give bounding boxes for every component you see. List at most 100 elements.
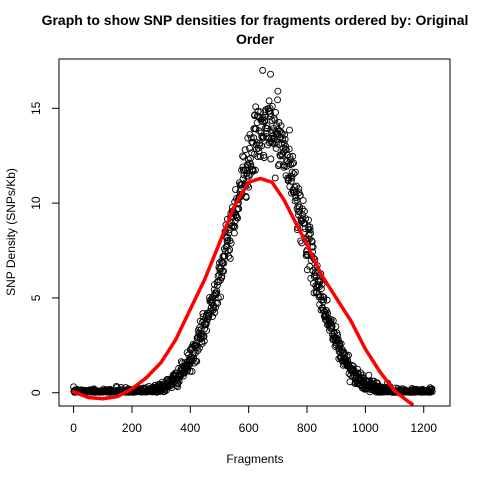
x-tick-label: 1200 — [410, 421, 437, 435]
data-point — [290, 159, 298, 167]
y-tick-label: 10 — [29, 196, 43, 210]
data-point — [281, 131, 288, 139]
data-point — [211, 309, 219, 316]
data-point — [263, 122, 271, 130]
fit-line — [71, 176, 414, 406]
data-point — [249, 166, 256, 174]
chart-title-line-2: Order — [236, 31, 275, 47]
data-point — [323, 296, 331, 304]
data-point — [261, 113, 269, 121]
data-point — [277, 122, 285, 130]
data-point — [267, 155, 275, 163]
data-point — [274, 96, 281, 104]
data-point — [200, 337, 208, 345]
data-point — [203, 327, 211, 334]
data-point — [271, 174, 279, 182]
data-point — [224, 247, 232, 255]
y-axis-label: SNP Density (SNPs/Kb) — [4, 168, 18, 296]
data-point — [266, 113, 274, 121]
fit-line-layer — [71, 176, 414, 406]
data-point — [306, 226, 314, 234]
data-point — [200, 332, 208, 340]
data-point — [220, 267, 228, 275]
data-point — [256, 153, 264, 161]
data-point — [174, 383, 182, 391]
data-point — [300, 207, 308, 215]
data-point — [289, 152, 297, 160]
data-point — [253, 145, 260, 153]
data-point — [329, 317, 337, 325]
data-point — [267, 109, 274, 117]
data-point — [267, 70, 274, 78]
data-point — [281, 145, 289, 153]
data-point — [213, 281, 221, 289]
data-point — [317, 285, 325, 293]
data-point — [279, 152, 287, 160]
data-point — [265, 97, 273, 105]
data-point — [226, 246, 234, 254]
data-point — [174, 380, 181, 388]
data-point — [288, 168, 296, 176]
data-point — [287, 177, 295, 185]
data-point — [220, 259, 228, 267]
scatter-points — [70, 66, 436, 396]
data-point — [315, 291, 323, 299]
data-point — [188, 367, 196, 375]
data-point — [268, 117, 276, 124]
data-point — [320, 296, 328, 304]
data-point — [235, 205, 243, 213]
data-point — [251, 166, 259, 174]
data-point — [260, 151, 268, 159]
data-point — [428, 385, 436, 393]
data-point — [233, 213, 241, 221]
x-tick-label: 0 — [70, 421, 77, 435]
data-point — [256, 141, 264, 149]
data-point — [249, 138, 257, 146]
data-point — [307, 229, 314, 237]
data-point — [260, 154, 268, 162]
data-point — [285, 159, 293, 167]
x-tick-label: 800 — [297, 421, 317, 435]
data-point — [296, 191, 304, 199]
data-point — [255, 127, 263, 135]
data-point — [295, 185, 303, 193]
data-point — [324, 310, 332, 317]
data-point — [193, 357, 201, 365]
data-point — [290, 170, 298, 178]
chart-title-line-1: Graph to show SNP densities for fragment… — [42, 12, 469, 28]
x-tick-label: 1000 — [352, 421, 379, 435]
data-point — [272, 109, 279, 116]
data-point — [310, 289, 318, 297]
data-point — [309, 243, 317, 251]
y-tick-label: 15 — [29, 101, 43, 115]
data-point — [245, 172, 253, 180]
data-point — [259, 66, 267, 74]
data-point — [209, 313, 216, 321]
data-point — [281, 135, 289, 143]
data-point — [266, 104, 274, 112]
data-point — [179, 372, 187, 380]
data-point — [293, 196, 301, 204]
x-tick-label: 200 — [122, 421, 142, 435]
data-point — [306, 223, 314, 231]
data-point — [299, 197, 307, 205]
x-axis-label: Fragments — [226, 452, 283, 466]
data-point — [305, 216, 312, 224]
data-point — [291, 183, 299, 191]
data-point — [286, 126, 293, 134]
data-point — [225, 252, 232, 260]
data-point — [174, 379, 182, 387]
data-point — [319, 293, 327, 301]
data-point — [247, 134, 255, 142]
data-point — [308, 238, 316, 246]
plot-frame — [58, 58, 451, 407]
data-point — [254, 107, 262, 115]
data-point — [232, 186, 239, 193]
data-point — [242, 194, 250, 201]
data-point — [221, 252, 229, 260]
data-point — [230, 229, 238, 237]
data-point — [365, 371, 373, 379]
data-point — [186, 367, 194, 375]
data-point — [341, 351, 349, 359]
